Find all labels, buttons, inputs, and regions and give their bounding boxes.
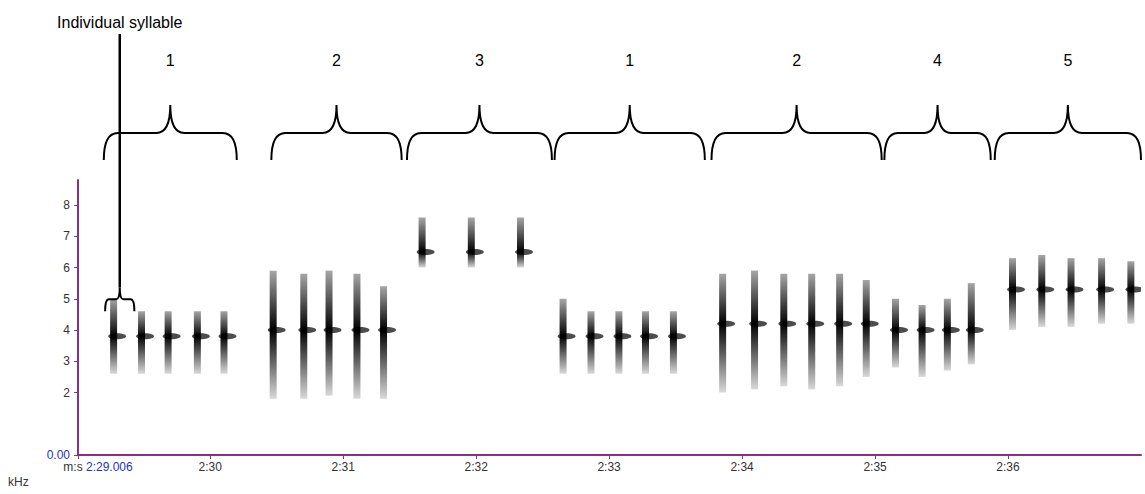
svg-text:m:s: m:s — [63, 460, 82, 474]
svg-text:1: 1 — [625, 52, 634, 69]
svg-text:3: 3 — [475, 52, 484, 69]
svg-text:2:29.006: 2:29.006 — [86, 460, 133, 474]
svg-text:3: 3 — [63, 354, 70, 368]
svg-text:0.00: 0.00 — [46, 448, 70, 462]
svg-text:2:36: 2:36 — [996, 460, 1020, 474]
svg-text:5: 5 — [63, 292, 70, 306]
svg-text:2:31: 2:31 — [331, 460, 355, 474]
svg-text:7: 7 — [63, 229, 70, 243]
svg-text:8: 8 — [63, 198, 70, 212]
svg-text:5: 5 — [1063, 52, 1072, 69]
svg-text:2:32: 2:32 — [464, 460, 488, 474]
svg-text:2: 2 — [332, 52, 341, 69]
svg-text:kHz: kHz — [8, 475, 29, 489]
svg-text:6: 6 — [63, 261, 70, 275]
svg-text:2: 2 — [792, 52, 801, 69]
svg-text:2:35: 2:35 — [863, 460, 887, 474]
svg-text:2: 2 — [63, 386, 70, 400]
svg-text:Individual syllable: Individual syllable — [57, 14, 183, 31]
svg-text:1: 1 — [166, 52, 175, 69]
svg-text:2:33: 2:33 — [597, 460, 621, 474]
svg-text:4: 4 — [63, 323, 70, 337]
svg-text:4: 4 — [933, 52, 942, 69]
svg-text:2:30: 2:30 — [198, 460, 222, 474]
svg-text:2:34: 2:34 — [730, 460, 754, 474]
